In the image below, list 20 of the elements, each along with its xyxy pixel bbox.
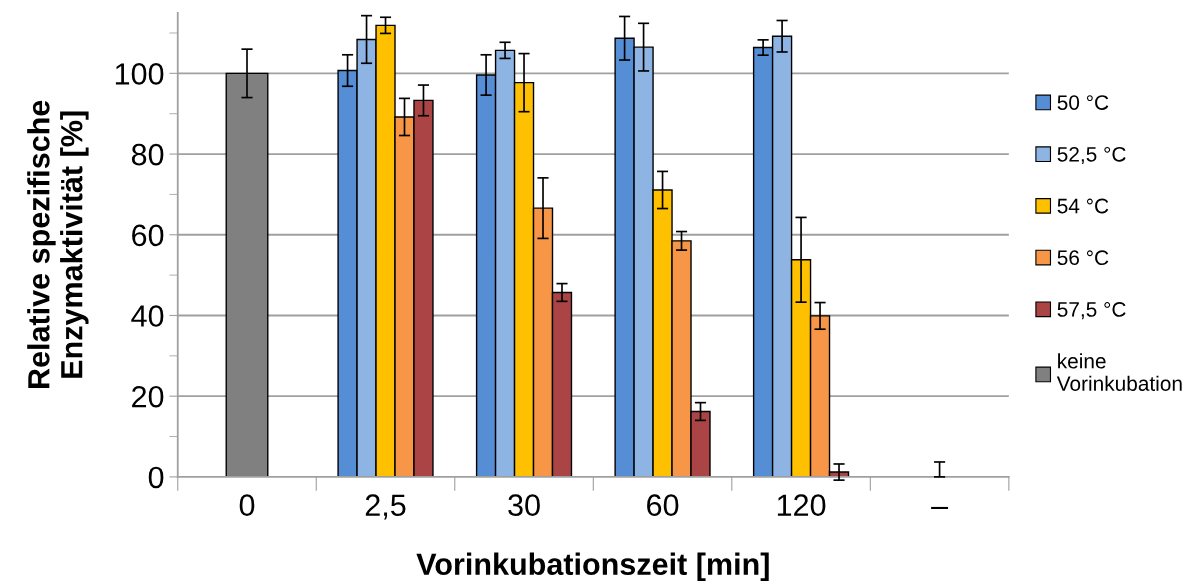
x-tick-label: 120 (777, 494, 826, 516)
x-tick-label: 30 (508, 494, 540, 516)
legend-label: 57,5 °C (1057, 302, 1126, 320)
x-tick-label: 2,5 (365, 494, 406, 520)
x-tick-label: 60 (647, 494, 679, 516)
legend-label: 54 °C (1057, 198, 1109, 214)
y-tick-label: 100 (115, 63, 164, 85)
y-axis-title: Relative spezifische Enzymaktivität [%] (27, 100, 89, 389)
x-axis-title: Vorinkubationszeit [min] (416, 552, 769, 582)
y-tick-label: 60 (132, 224, 164, 247)
legend-label: 50 °C (1057, 95, 1109, 110)
legend-label: 52,5 °C (1057, 146, 1126, 165)
y-tick-label: 20 (132, 385, 164, 408)
legend-label: keine Vorinkubation (1056, 353, 1182, 391)
x-tick-label: 0 (239, 494, 255, 516)
x-tick-label: – (931, 506, 949, 509)
y-tick-label: 40 (131, 305, 164, 327)
y-tick-label: 80 (131, 143, 164, 166)
y-tick-label: 0 (148, 466, 164, 489)
legend-label: 56 °C (1057, 250, 1109, 266)
